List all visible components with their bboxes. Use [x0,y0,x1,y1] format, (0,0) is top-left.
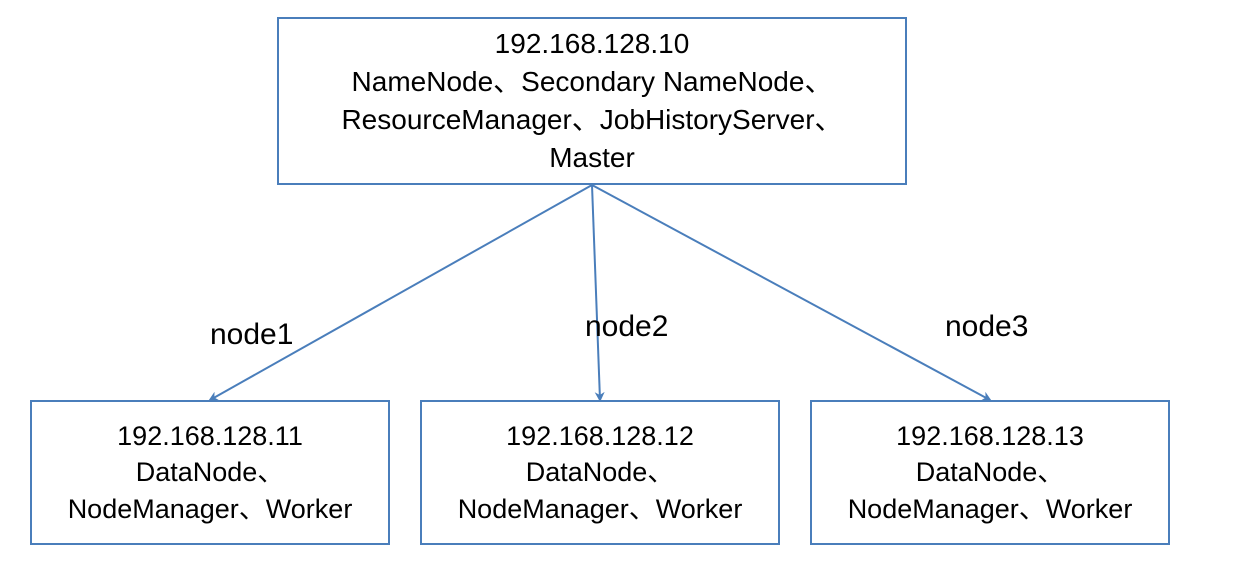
edge-master-to-node2 [592,185,600,400]
edge-label-node1: node1 [210,318,293,352]
master-node: 192.168.128.10 NameNode、Secondary NameNo… [277,17,907,185]
child-node-3: 192.168.128.13 DataNode、 NodeManager、Wor… [810,400,1170,545]
edge-group [210,185,990,400]
child3-line-1: DataNode、 [916,454,1065,490]
diagram-stage: 192.168.128.10 NameNode、Secondary NameNo… [0,0,1257,577]
master-line-0: 192.168.128.10 [495,25,690,63]
master-line-2: ResourceManager、JobHistoryServer、 [341,101,842,139]
master-line-3: Master [549,139,635,177]
master-line-1: NameNode、Secondary NameNode、 [352,63,833,101]
edge-label-node3: node3 [945,310,1028,344]
child-node-1: 192.168.128.11 DataNode、 NodeManager、Wor… [30,400,390,545]
edge-label-node2: node2 [585,310,668,344]
child-node-2: 192.168.128.12 DataNode、 NodeManager、Wor… [420,400,780,545]
child1-line-0: 192.168.128.11 [117,418,303,454]
child3-line-0: 192.168.128.13 [896,418,1084,454]
edge-master-to-node3 [592,185,990,400]
child1-line-1: DataNode、 [136,454,285,490]
child1-line-2: NodeManager、Worker [68,491,353,527]
child2-line-2: NodeManager、Worker [458,491,743,527]
child3-line-2: NodeManager、Worker [848,491,1133,527]
child2-line-1: DataNode、 [526,454,675,490]
child2-line-0: 192.168.128.12 [506,418,694,454]
edge-master-to-node1 [210,185,592,400]
